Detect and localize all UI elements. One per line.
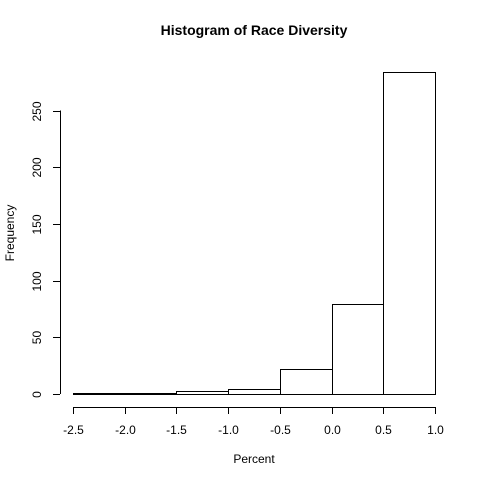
y-tick-label-4: 200 [30,157,44,177]
x-axis: -2.5 -2.0 -1.5 -1.0 -0.5 0.0 0.5 1.0 [63,407,444,437]
y-tick-label-2: 100 [30,271,44,291]
x-tick-label-1: -2.0 [115,423,136,437]
y-axis: 0 50 100 150 200 250 [30,101,61,398]
histogram-bar-3 [228,389,281,395]
histogram-bar-1 [125,393,177,395]
x-tick-label-7: 1.0 [427,423,444,437]
y-tick-label-5: 250 [30,101,44,121]
x-tick-label-6: 0.5 [375,423,392,437]
x-axis-title: Percent [233,452,275,466]
x-tick-label-5: 0.0 [324,423,341,437]
y-tick-label-1: 50 [30,331,44,345]
x-tick-label-3: -1.0 [218,423,239,437]
histogram-bar-5 [332,304,384,395]
x-tick-label-4: -0.5 [270,423,291,437]
chart-title: Histogram of Race Diversity [161,22,348,38]
histogram-bar-2 [176,391,229,395]
x-tick-label-2: -1.5 [166,423,187,437]
histogram-bar-4 [280,369,333,395]
x-tick-label-0: -2.5 [63,423,84,437]
histogram-bar-0 [73,393,126,395]
histogram-bars [73,72,436,395]
histogram-bar-6 [383,72,436,395]
y-axis-title: Frequency [3,205,17,262]
y-tick-label-0: 0 [30,391,44,398]
y-tick-label-3: 150 [30,214,44,234]
